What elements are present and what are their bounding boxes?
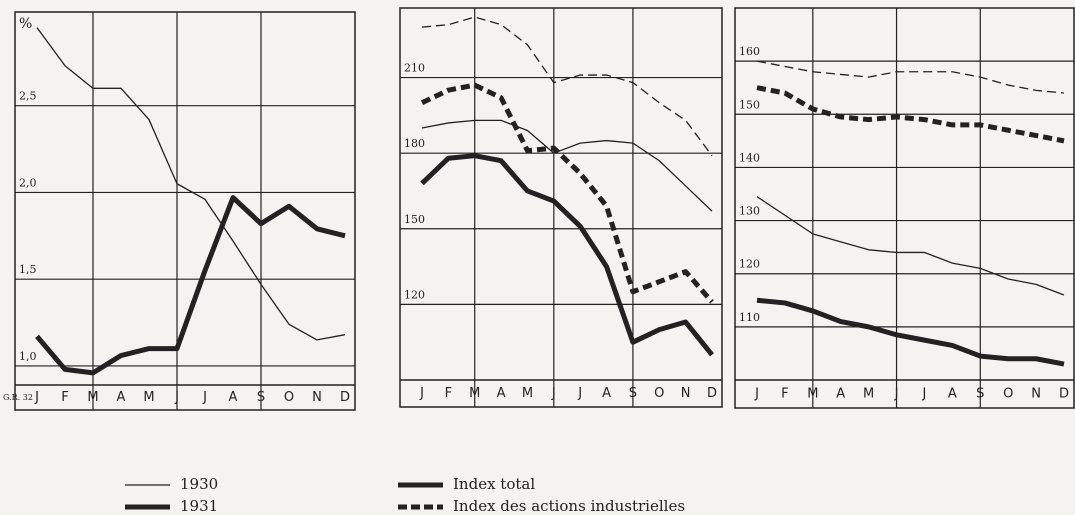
- x-tick-label: J: [894, 387, 899, 402]
- x-tick-label: J: [202, 390, 207, 405]
- x-tick-label: J: [551, 386, 556, 401]
- y-tick-label: 160: [739, 45, 760, 58]
- y-axis-label: %: [19, 16, 32, 32]
- x-tick-label: J: [754, 387, 759, 402]
- y-tick-label: 130: [739, 205, 760, 218]
- x-tick-label: F: [781, 387, 788, 402]
- x-tick-label: S: [629, 386, 637, 401]
- x-tick-label: M: [469, 386, 480, 401]
- x-tick-label: J: [922, 387, 927, 402]
- panel-frame: [14, 11, 356, 411]
- x-tick-label: N: [312, 390, 322, 405]
- x-tick-label: M: [522, 386, 533, 401]
- y-tick-label: 2,0: [19, 176, 37, 189]
- x-tick-label: F: [445, 386, 452, 401]
- series-line: [35, 195, 346, 376]
- x-tick-label: J: [34, 390, 39, 405]
- x-tick-label: O: [1003, 387, 1013, 402]
- y-tick-label: 120: [404, 288, 425, 301]
- y-tick-label: 210: [404, 62, 425, 75]
- series-line: [36, 27, 346, 341]
- y-tick-label: 110: [739, 311, 760, 324]
- y-tick-label: 120: [739, 258, 760, 271]
- panel-frame: [399, 7, 723, 408]
- x-tick-label: F: [61, 390, 68, 405]
- series-line: [756, 196, 1065, 296]
- legend-label: Index total: [453, 475, 535, 493]
- x-tick-label: A: [602, 386, 611, 401]
- x-tick-label: S: [257, 390, 265, 405]
- series-line: [421, 119, 713, 212]
- x-tick-label: O: [654, 386, 664, 401]
- x-tick-label: A: [229, 390, 238, 405]
- series-line: [756, 297, 1065, 367]
- x-tick-label: N: [1031, 387, 1041, 402]
- series-line: [420, 153, 714, 357]
- x-tick-label: S: [976, 387, 984, 402]
- x-tick-label: A: [948, 387, 957, 402]
- x-tick-label: A: [836, 387, 845, 402]
- x-tick-label: D: [1059, 387, 1069, 402]
- x-tick-label: J: [577, 386, 582, 401]
- series-line: [756, 60, 1065, 94]
- x-tick-label: D: [340, 390, 350, 405]
- y-tick-label: 1,0: [19, 350, 37, 363]
- x-tick-label: M: [863, 387, 874, 402]
- annotation: G.R. 32: [3, 393, 33, 402]
- series-line: [756, 85, 1065, 144]
- legend-label: 1931: [180, 497, 218, 515]
- x-tick-label: M: [87, 390, 98, 405]
- y-tick-label: 1,5: [19, 263, 37, 276]
- y-tick-label: 140: [739, 151, 760, 164]
- x-tick-label: N: [681, 386, 691, 401]
- y-tick-label: 2,5: [19, 90, 37, 103]
- x-tick-label: O: [284, 390, 294, 405]
- y-tick-label: 150: [739, 98, 760, 111]
- series-line: [420, 82, 714, 304]
- x-tick-label: J: [174, 390, 179, 405]
- x-tick-label: D: [707, 386, 717, 401]
- series-line: [421, 16, 713, 157]
- y-tick-label: 180: [404, 137, 425, 150]
- x-tick-label: A: [497, 386, 506, 401]
- legend-label: Index des actions industrielles: [453, 497, 685, 515]
- x-tick-label: A: [117, 390, 126, 405]
- x-tick-label: M: [807, 387, 818, 402]
- legend-label: 1930: [180, 475, 218, 493]
- x-tick-label: J: [419, 386, 424, 401]
- x-tick-label: M: [143, 390, 154, 405]
- panel-frame: [734, 7, 1075, 409]
- y-tick-label: 150: [404, 213, 425, 226]
